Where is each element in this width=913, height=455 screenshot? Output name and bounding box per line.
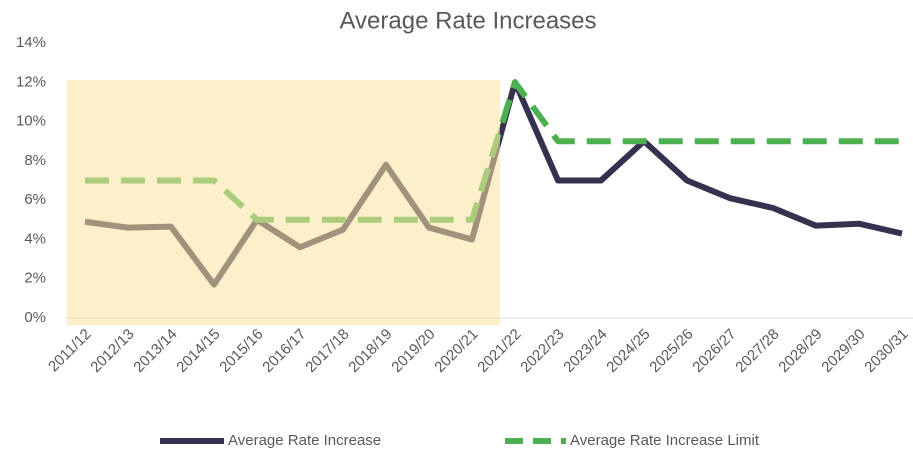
- x-tick-label: 2019/20: [388, 326, 438, 376]
- highlight-region: [67, 80, 500, 325]
- x-tick-label: 2028/29: [775, 326, 825, 376]
- x-tick-label: 2022/23: [517, 326, 567, 376]
- x-tick-label: 2021/22: [474, 326, 524, 376]
- x-tick-label: 2011/12: [45, 326, 95, 376]
- x-tick-label: 2023/24: [560, 326, 610, 376]
- x-tick-label: 2027/28: [732, 326, 782, 376]
- legend-label: Average Rate Increase Limit: [570, 432, 760, 449]
- x-tick-label: 2030/31: [861, 326, 911, 376]
- x-tick-label: 2013/14: [130, 326, 180, 376]
- x-tick-label: 2024/25: [603, 326, 653, 376]
- y-tick-label: 8%: [24, 152, 46, 169]
- y-tick-label: 4%: [24, 230, 46, 247]
- x-tick-label: 2029/30: [818, 326, 868, 376]
- y-tick-label: 0%: [24, 309, 46, 326]
- y-tick-label: 10%: [16, 113, 46, 130]
- x-tick-label: 2015/16: [216, 326, 266, 376]
- x-tick-label: 2025/26: [646, 326, 696, 376]
- x-tick-label: 2014/15: [173, 326, 223, 376]
- y-tick-label: 6%: [24, 191, 46, 208]
- y-tick-label: 2%: [24, 270, 46, 287]
- y-tick-label: 12%: [16, 73, 46, 90]
- x-tick-label: 2017/18: [302, 326, 352, 376]
- chart-title: Average Rate Increases: [339, 7, 596, 34]
- x-tick-label: 2012/13: [87, 326, 137, 376]
- x-tick-label: 2016/17: [259, 326, 309, 376]
- x-tick-label: 2020/21: [431, 326, 481, 376]
- legend-label: Average Rate Increase: [228, 432, 381, 449]
- y-tick-label: 14%: [16, 34, 46, 51]
- x-tick-label: 2026/27: [689, 326, 739, 376]
- x-tick-label: 2018/19: [345, 326, 395, 376]
